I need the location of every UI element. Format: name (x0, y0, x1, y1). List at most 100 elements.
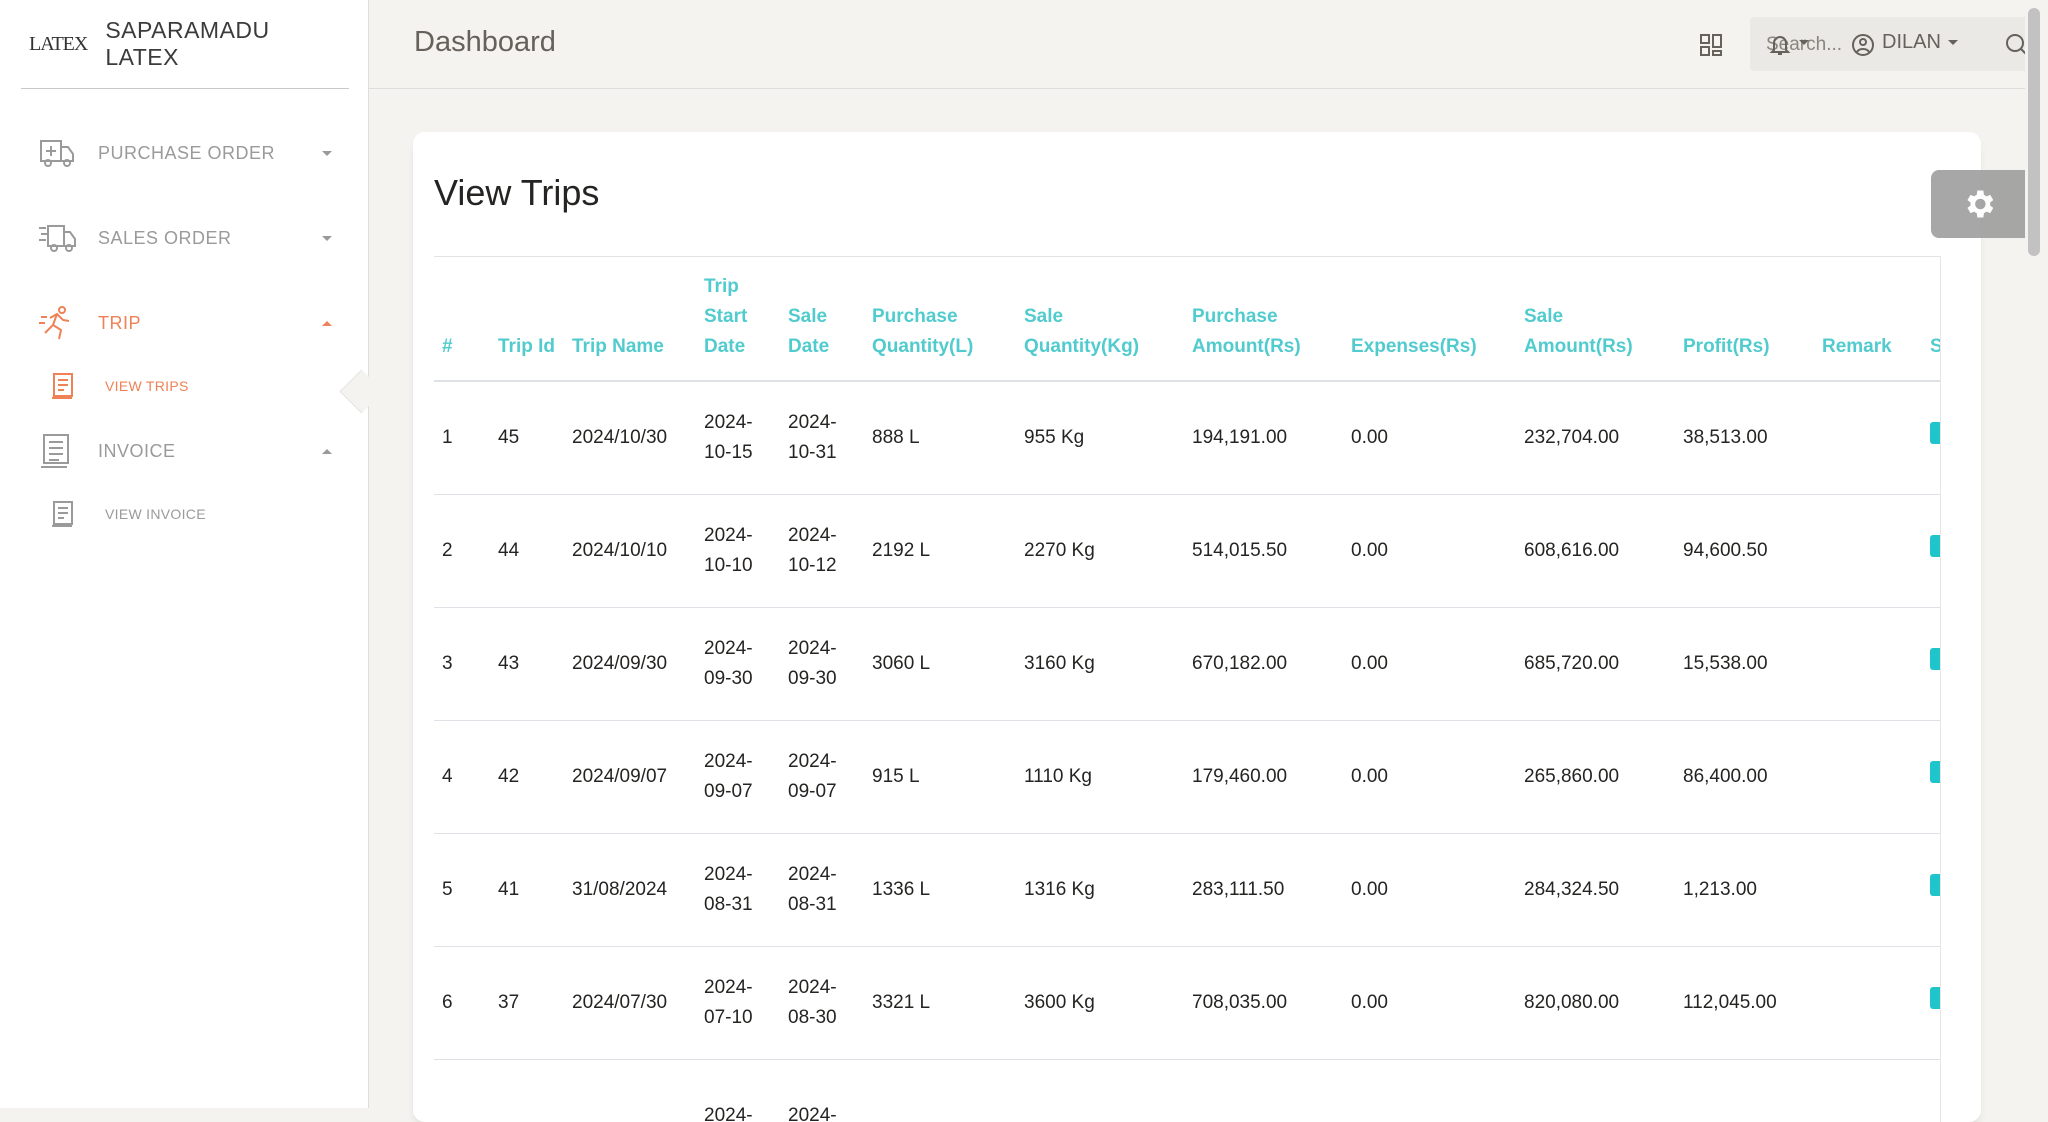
status-badge[interactable] (1930, 986, 1940, 1009)
column-header[interactable]: Expenses(Rs) (1343, 257, 1516, 382)
user-icon[interactable] (1851, 33, 1875, 57)
table-cell: 265,860.00 (1516, 720, 1675, 834)
bell-icon[interactable] (1768, 33, 1792, 57)
table-cell: 2024- (696, 1059, 780, 1122)
table-cell: 41 (490, 833, 564, 947)
table-cell: 2024/10/10 (564, 494, 696, 608)
sidebar-item-invoice[interactable]: INVOICE (0, 421, 368, 481)
table-cell: 2024-09-07 (696, 720, 780, 834)
brand-name[interactable]: SAPARAMADU LATEX (105, 17, 270, 70)
status-cell (1930, 1059, 1940, 1122)
table-cell: 2024-09-30 (696, 607, 780, 721)
status-badge[interactable] (1930, 534, 1940, 557)
document-icon (41, 434, 69, 468)
column-header[interactable]: Remark (1814, 257, 1930, 382)
table-cell: 3060 L (864, 607, 1016, 721)
table-cell (564, 1059, 696, 1122)
status-badge[interactable] (1930, 647, 1940, 670)
table-cell: 915 L (864, 720, 1016, 834)
table-cell: 820,080.00 (1516, 946, 1675, 1060)
user-menu-label[interactable]: DILAN (1882, 31, 1941, 53)
table-cell: 2 (434, 494, 490, 608)
table-cell: 2024/10/30 (564, 381, 696, 495)
table-cell: 708,035.00 (1184, 946, 1343, 1060)
table-cell: 0.00 (1343, 946, 1516, 1060)
table-cell: 43 (490, 607, 564, 721)
sidebar-item-purchase-order[interactable]: PURCHASE ORDER (0, 123, 368, 183)
column-header[interactable]: Trip Id (490, 257, 564, 382)
table-cell: 0.00 (1343, 381, 1516, 495)
table-cell: 608,616.00 (1516, 494, 1675, 608)
chevron-down-icon[interactable] (1799, 40, 1809, 45)
status-cell (1930, 720, 1940, 834)
status-cell (1930, 381, 1940, 495)
column-header[interactable]: Purchase Amount(Rs) (1184, 257, 1343, 382)
sidebar-subitem-label: VIEW TRIPS (105, 378, 189, 394)
sidebar-item-label: TRIP (98, 312, 142, 333)
table-cell: 1110 Kg (1016, 720, 1184, 834)
table-cell: 3600 Kg (1016, 946, 1184, 1060)
table-cell (1814, 720, 1930, 834)
column-header[interactable]: Sale Date (780, 257, 864, 382)
table-cell: 284,324.50 (1516, 833, 1675, 947)
sidebar-item-sales-order[interactable]: SALES ORDER (0, 208, 368, 268)
status-badge[interactable] (1930, 760, 1940, 783)
column-header[interactable]: Profit(Rs) (1675, 257, 1814, 382)
table-cell: 2270 Kg (1016, 494, 1184, 608)
table-container[interactable]: # Trip Id Trip Name Trip Start Date Sale… (434, 256, 1940, 1122)
column-header[interactable]: Trip Name (564, 257, 696, 382)
sidebar-subitem-view-invoice[interactable]: VIEW INVOICE (0, 494, 368, 534)
table-cell: 955 Kg (1016, 381, 1184, 495)
status-badge[interactable] (1930, 421, 1940, 444)
status-cell (1930, 946, 1940, 1060)
table-cell: 37 (490, 946, 564, 1060)
table-cell (1016, 1059, 1184, 1122)
table-cell: 2024-10-31 (780, 381, 864, 495)
chevron-down-icon[interactable] (1948, 40, 1958, 45)
search-input[interactable] (1764, 31, 1998, 59)
column-header[interactable]: # (434, 257, 490, 382)
chevron-down-icon (322, 150, 332, 156)
sidebar-item-trip[interactable]: TRIP (0, 293, 368, 353)
table-row[interactable]: 2024- 2024- (434, 1059, 1940, 1122)
dashboard-grid-icon[interactable] (1699, 33, 1723, 57)
table-row[interactable]: 4 42 2024/09/07 2024-09-07 2024-09-07 915 L 11… (434, 720, 1940, 834)
table-cell: 2024-10-10 (696, 494, 780, 608)
sidebar-subitem-view-trips[interactable]: VIEW TRIPS (0, 366, 368, 406)
sidebar-subitem-label: VIEW INVOICE (105, 506, 206, 522)
column-header[interactable]: Trip Start Date (696, 257, 780, 382)
status-cell (1930, 833, 1940, 947)
table-row[interactable]: 1 45 2024/10/30 2024-10-15 2024-10-31 888 L 95… (434, 381, 1940, 495)
status-badge[interactable] (1930, 873, 1940, 896)
table-scrollbar[interactable] (1940, 256, 1962, 1122)
table-cell: 685,720.00 (1516, 607, 1675, 721)
table-cell: 888 L (864, 381, 1016, 495)
table-cell: 2192 L (864, 494, 1016, 608)
column-header[interactable]: S (1930, 257, 1940, 382)
table-cell (1814, 494, 1930, 608)
table-cell: 94,600.50 (1675, 494, 1814, 608)
page-scrollbar-track[interactable] (2025, 0, 2048, 1108)
column-header[interactable]: Purchase Quantity(L) (864, 257, 1016, 382)
table-cell: 38,513.00 (1675, 381, 1814, 495)
table-body: 1 45 2024/10/30 2024-10-15 2024-10-31 888 L 95… (434, 381, 1940, 1122)
column-header[interactable]: Sale Amount(Rs) (1516, 257, 1675, 382)
table-cell: 0.00 (1343, 607, 1516, 721)
settings-button[interactable] (1931, 170, 2025, 238)
column-header[interactable]: Sale Quantity(Kg) (1016, 257, 1184, 382)
status-cell (1930, 607, 1940, 721)
table-cell: 112,045.00 (1675, 946, 1814, 1060)
table-cell: 2024-08-30 (780, 946, 864, 1060)
receipt-icon (52, 501, 73, 527)
brand[interactable]: LATEX SAPARAMADU LATEX (21, 0, 349, 89)
table-cell: 2024-07-10 (696, 946, 780, 1060)
chevron-up-icon (322, 448, 332, 454)
table-cell: 15,538.00 (1675, 607, 1814, 721)
page-scrollbar-thumb[interactable] (2028, 8, 2040, 256)
table-cell: 1,213.00 (1675, 833, 1814, 947)
table-cell (1814, 381, 1930, 495)
